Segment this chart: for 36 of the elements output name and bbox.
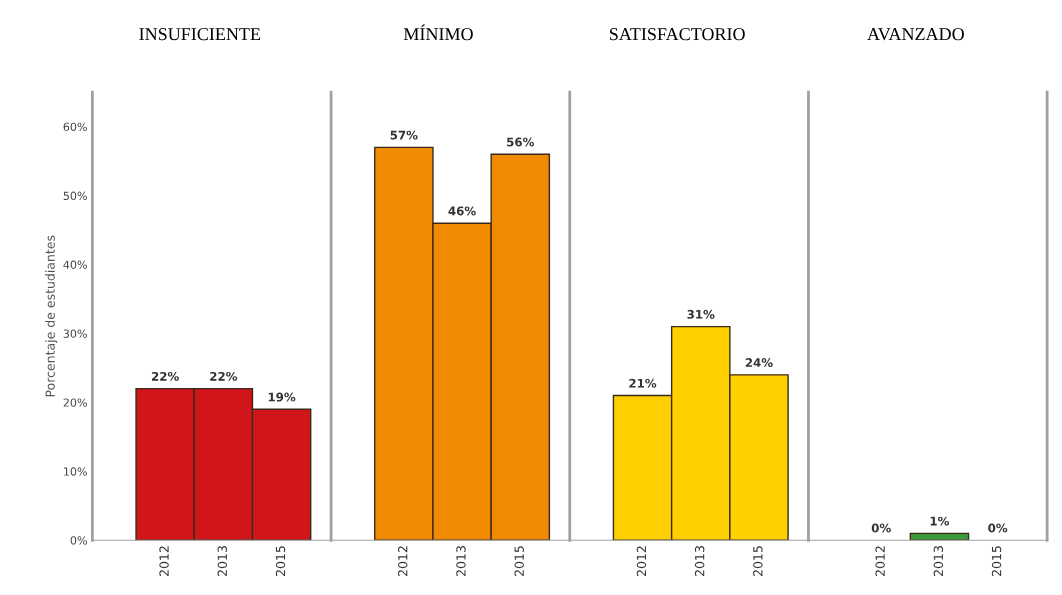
x-tick-label: 2013	[456, 546, 466, 577]
chart-title: INSUFICIENTE	[139, 28, 261, 41]
data-label: 46%	[448, 206, 476, 216]
data-label: 57%	[390, 130, 418, 140]
data-label: 22%	[210, 371, 238, 381]
data-label: 24%	[745, 358, 773, 368]
y-tick-label: 40%	[63, 260, 87, 269]
x-tick-label: 2012	[159, 546, 169, 577]
x-tick-label: 2013	[694, 546, 705, 577]
data-label: 0%	[988, 523, 1008, 533]
x-tick-label: 2012	[398, 546, 408, 577]
y-tick-label: 60%	[63, 122, 87, 132]
data-label: 56%	[507, 137, 535, 147]
y-tick-label: 50%	[63, 191, 87, 200]
x-tick-label: 2012	[875, 546, 885, 577]
data-label: 1%	[930, 516, 950, 526]
x-tick-label: 2015	[753, 546, 763, 577]
y-tick-label: 30%	[63, 329, 87, 338]
y-tick-label: 20%	[63, 398, 87, 407]
data-label: 22%	[151, 371, 179, 381]
x-tick-label: 2015	[991, 546, 1002, 577]
y-tick-label: 10%	[64, 467, 87, 476]
x-tick-label: 2015	[514, 546, 524, 577]
x-tick-label: 2013	[933, 546, 944, 577]
x-tick-label: 2013	[217, 546, 228, 577]
data-label: 0%	[871, 523, 891, 533]
chart-title: MÍNIMO	[403, 24, 473, 41]
chart-title: SATISFACTORIO	[609, 28, 745, 41]
x-tick-label: 2012	[636, 546, 647, 577]
y-tick-label: 0%	[70, 536, 87, 545]
data-label: 21%	[629, 378, 657, 388]
chart-title: AVANZADO	[867, 28, 964, 41]
x-tick-label: 2015	[275, 546, 286, 577]
data-label: 19%	[268, 392, 296, 402]
y-axis-title: Porcentaje de estudiantes	[45, 235, 58, 397]
data-label: 31%	[687, 309, 715, 319]
